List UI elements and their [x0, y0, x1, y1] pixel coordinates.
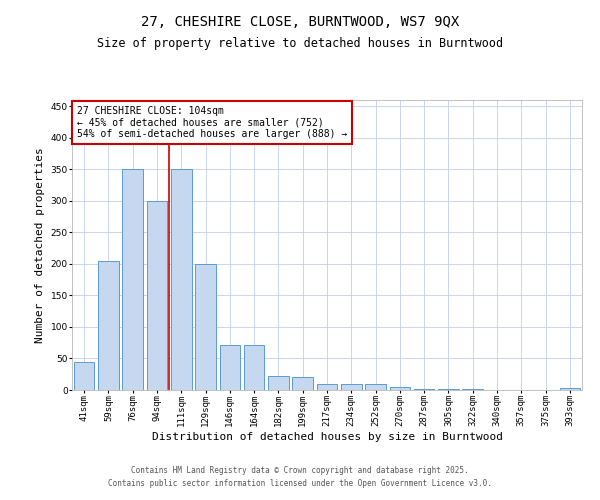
Text: 27, CHESHIRE CLOSE, BURNTWOOD, WS7 9QX: 27, CHESHIRE CLOSE, BURNTWOOD, WS7 9QX: [141, 15, 459, 29]
Bar: [146, 201, 167, 390]
Bar: [341, 384, 362, 390]
Bar: [195, 264, 216, 390]
Bar: [268, 376, 289, 390]
Text: Size of property relative to detached houses in Burntwood: Size of property relative to detached ho…: [97, 38, 503, 51]
X-axis label: Distribution of detached houses by size in Burntwood: Distribution of detached houses by size …: [151, 432, 503, 442]
Bar: [560, 388, 580, 390]
Bar: [74, 362, 94, 390]
Bar: [98, 261, 119, 390]
Y-axis label: Number of detached properties: Number of detached properties: [35, 147, 45, 343]
Bar: [317, 384, 337, 390]
Text: 27 CHESHIRE CLOSE: 104sqm
← 45% of detached houses are smaller (752)
54% of semi: 27 CHESHIRE CLOSE: 104sqm ← 45% of detac…: [77, 106, 347, 139]
Bar: [244, 344, 265, 390]
Bar: [389, 387, 410, 390]
Bar: [292, 378, 313, 390]
Bar: [365, 384, 386, 390]
Bar: [171, 170, 191, 390]
Bar: [414, 388, 434, 390]
Text: Contains HM Land Registry data © Crown copyright and database right 2025.
Contai: Contains HM Land Registry data © Crown c…: [108, 466, 492, 487]
Bar: [122, 170, 143, 390]
Bar: [220, 344, 240, 390]
